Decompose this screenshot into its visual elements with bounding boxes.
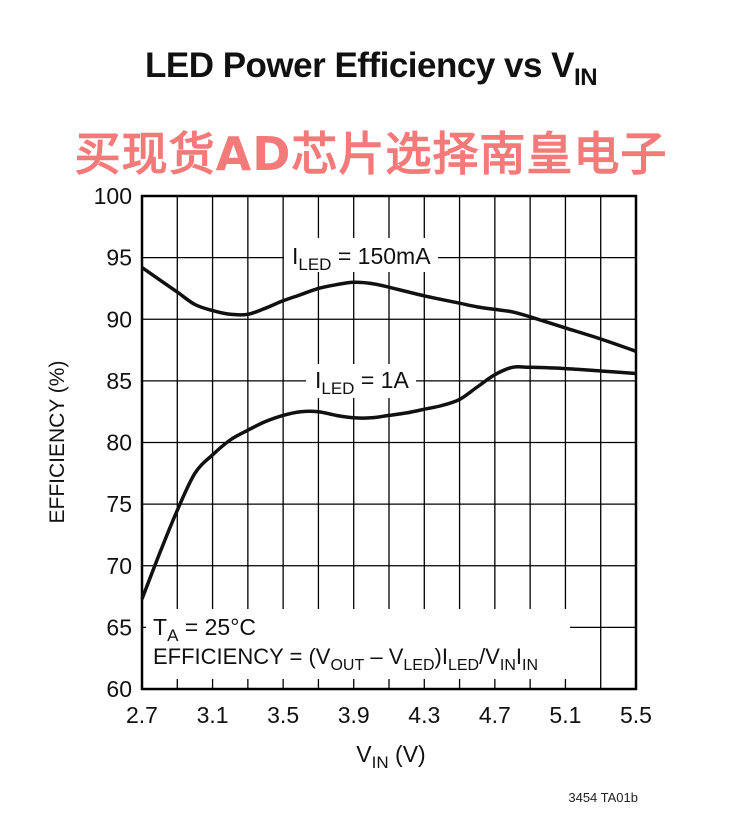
label-150ma-post: = 150mA	[331, 243, 431, 269]
annotation-ta: TA = 25°C	[153, 614, 256, 645]
y-axis-label: EFFICIENCY (%)	[46, 361, 69, 524]
x-axis-label-main: V	[356, 741, 372, 767]
y-tick-label: 65	[106, 614, 132, 640]
formula-s4: IN	[500, 657, 516, 674]
annotation-ta-post: = 25°C	[178, 614, 256, 640]
y-axis-label-text: EFFICIENCY (%)	[46, 361, 69, 524]
x-axis-label-unit: (V)	[389, 741, 426, 767]
annotation-ta-pre: T	[153, 614, 167, 640]
formula-s3: LED	[448, 657, 479, 674]
formula-p2: – V	[364, 644, 403, 669]
formula-p1: EFFICIENCY = (V	[153, 644, 331, 669]
formula-s1: OUT	[330, 657, 364, 674]
label-1a-post: = 1A	[354, 367, 409, 393]
x-axis-label: VIN (V)	[356, 741, 425, 772]
y-tick-label: 80	[106, 430, 132, 456]
y-tick-label: 95	[106, 245, 132, 271]
label-1a-pre: I	[315, 367, 321, 393]
series-line-1a	[140, 364, 637, 600]
x-tick-label: 4.3	[408, 702, 440, 728]
x-tick-label: 4.7	[479, 702, 511, 728]
x-tick-label: 5.5	[620, 702, 652, 728]
series-line-150ma	[141, 266, 637, 353]
y-tick-label: 75	[106, 491, 132, 517]
label-150ma-background	[284, 238, 438, 272]
y-tick-label: 100	[94, 183, 132, 209]
series-lines	[140, 266, 637, 600]
x-tick-labels: 2.7 3.1 3.5 3.9 4.3 4.7 5.1 5.5	[126, 702, 652, 728]
formula-s5: IN	[522, 657, 538, 674]
x-axis-label-sub: IN	[372, 753, 389, 772]
y-tick-labels: 60 65 70 75 80 85 90 95 100	[94, 183, 132, 702]
x-tick-label: 2.7	[126, 702, 158, 728]
watermark-banner: 买现货AD芯片选择南皇电子	[74, 127, 668, 181]
x-tick-label: 3.5	[267, 702, 299, 728]
annotation-formula: EFFICIENCY = (VOUT – VLED)ILED/VINIIN	[153, 644, 538, 674]
formula-p4: /V	[479, 644, 500, 669]
formula-s2: LED	[403, 657, 434, 674]
figure-code: 3454 TA01b	[568, 790, 638, 805]
label-1a: ILED = 1A	[315, 367, 409, 398]
y-tick-label: 60	[106, 676, 132, 702]
label-1a-sub: LED	[321, 379, 354, 398]
x-tick-label: 5.1	[549, 702, 581, 728]
chart-title-main: LED Power Efficiency vs V	[144, 46, 575, 85]
label-150ma-pre: I	[292, 243, 298, 269]
annotation-ta-sub: A	[167, 626, 179, 645]
label-150ma-sub: LED	[298, 255, 331, 274]
x-tick-label: 3.1	[197, 702, 229, 728]
chart-title-subscript: IN	[574, 64, 598, 91]
x-tick-label: 3.9	[338, 702, 370, 728]
formula-p5: I	[516, 644, 522, 669]
label-150ma: ILED = 150mA	[292, 243, 431, 274]
annotation-background	[146, 609, 570, 679]
y-tick-label: 90	[106, 306, 132, 332]
chart-grid	[142, 196, 636, 689]
chart-title: LED Power Efficiency vs VIN	[0, 46, 742, 92]
y-tick-label: 70	[106, 553, 132, 579]
label-1a-background	[306, 364, 416, 398]
y-tick-label: 85	[106, 368, 132, 394]
formula-p3: )I	[435, 644, 448, 669]
plot-frame	[140, 194, 638, 691]
